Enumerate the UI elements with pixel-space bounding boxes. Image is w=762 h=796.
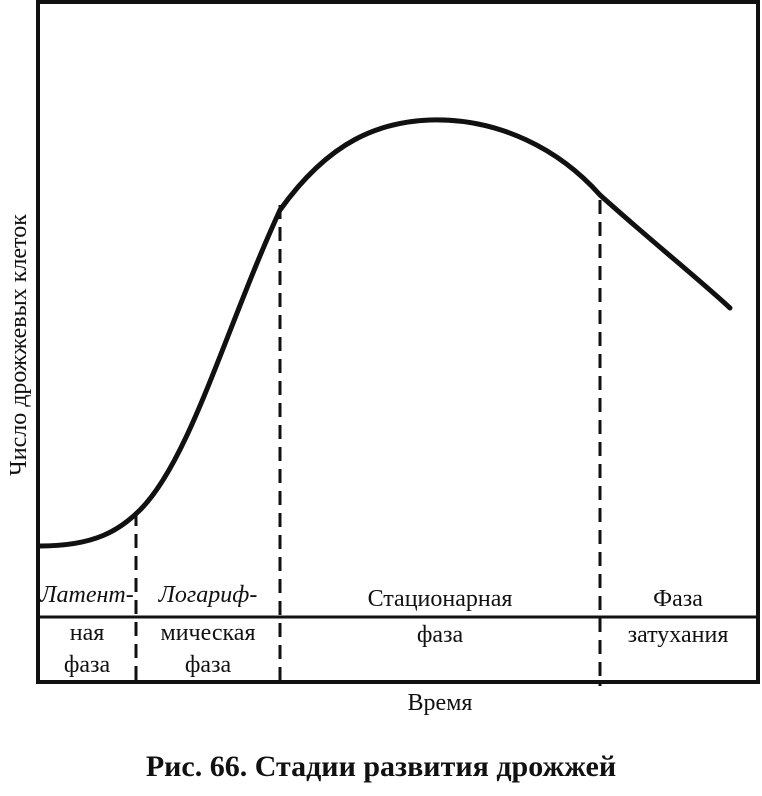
phase-log-line-1: Логариф- xyxy=(158,582,258,608)
phase-log-line-3: фаза xyxy=(185,652,232,678)
phase-stationary-line-2: фаза xyxy=(417,622,464,648)
phase-log-line-2: мическая xyxy=(161,620,256,646)
x-axis-label: Время xyxy=(408,690,473,716)
phase-lag-line-2: ная xyxy=(70,620,105,646)
phase-decline-line-1: Фаза xyxy=(653,586,703,612)
phase-lag-line-3: фаза xyxy=(64,652,111,678)
plot-frame xyxy=(36,0,760,684)
figure-caption: Рис. 66. Стадии развития дрожжей xyxy=(146,750,616,783)
y-axis-label: Число дрожжевых клеток xyxy=(6,214,32,476)
phase-stationary-line-1: Стационарная xyxy=(368,586,513,612)
phase-decline-line-2: затухания xyxy=(628,622,729,648)
phase-lag-line-1: Латент- xyxy=(39,582,133,608)
growth-curve xyxy=(37,117,733,549)
